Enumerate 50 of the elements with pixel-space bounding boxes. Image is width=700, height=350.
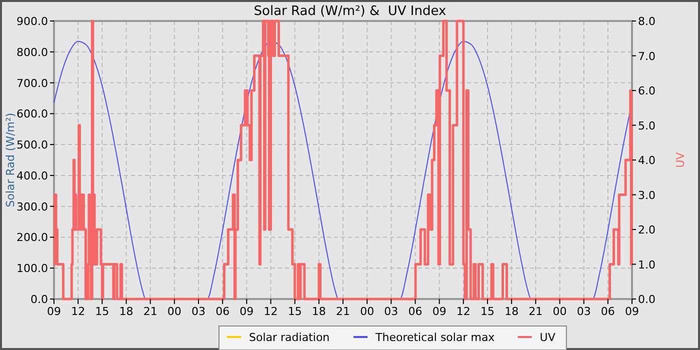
x-tick-label: 00 <box>552 305 567 318</box>
legend-label: UV <box>540 331 556 344</box>
x-tick-label: 06 <box>408 305 422 318</box>
x-tick-label: 15 <box>95 305 110 318</box>
x-tick-label: 03 <box>576 305 591 318</box>
x-tick-label: 12 <box>71 305 86 318</box>
x-tick-label: 00 <box>360 305 374 318</box>
y2-tick-label: 0.0 <box>638 293 656 306</box>
y2-tick-label: 8.0 <box>638 15 656 28</box>
y2-tick-label: 1.0 <box>638 258 656 272</box>
x-tick-label: 21 <box>143 305 158 318</box>
x-tick-label: 06 <box>216 305 230 318</box>
x-tick-label: 00 <box>167 305 182 318</box>
x-tick-label: 18 <box>119 305 134 318</box>
y-tick-label: 800.0 <box>16 46 48 59</box>
x-tick-label: 03 <box>192 305 206 318</box>
x-tick-label: 12 <box>264 305 278 318</box>
y2-tick-label: 5.0 <box>638 119 656 132</box>
y-tick-label: 200.0 <box>16 231 48 244</box>
y2-tick-label: 4.0 <box>638 154 656 167</box>
x-tick-label: 09 <box>47 305 61 318</box>
x-tick-label: 06 <box>600 305 615 318</box>
y-tick-label: 300.0 <box>16 200 48 214</box>
y-tick-label: 700.0 <box>16 76 48 90</box>
y-tick-label: 500.0 <box>16 138 48 152</box>
y2-tick-label: 3.0 <box>638 188 656 202</box>
y-tick-label: 100.0 <box>16 262 48 276</box>
y-tick-label: 0.0 <box>30 293 48 306</box>
x-tick-label: 18 <box>504 305 519 318</box>
y-tick-label: 600.0 <box>16 108 48 121</box>
x-tick-label: 09 <box>240 305 254 318</box>
y-tick-label: 900.0 <box>16 15 48 28</box>
chart-title: Solar Rad (W/m²) & UV Index <box>254 4 447 19</box>
y-tick-label: 400.0 <box>16 169 48 182</box>
y2-tick-label: 6.0 <box>638 84 656 98</box>
x-tick-label: 18 <box>312 305 326 318</box>
legend-label: Theoretical solar max <box>374 331 496 344</box>
y2-axis-title: UV <box>674 152 687 168</box>
y-axis-title: Solar Rad (W/m²) <box>4 112 17 208</box>
x-tick-label: 03 <box>384 305 398 318</box>
x-tick-label: 09 <box>625 305 639 318</box>
x-tick-label: 09 <box>432 305 446 318</box>
y2-tick-label: 7.0 <box>638 50 656 63</box>
x-tick-label: 15 <box>480 305 494 318</box>
x-tick-label: 12 <box>456 305 470 318</box>
legend-label: Solar radiation <box>249 331 330 344</box>
y2-tick-label: 2.0 <box>638 224 656 236</box>
x-tick-label: 21 <box>336 305 350 318</box>
x-tick-label: 15 <box>288 305 302 318</box>
x-tick-label: 21 <box>528 305 543 318</box>
